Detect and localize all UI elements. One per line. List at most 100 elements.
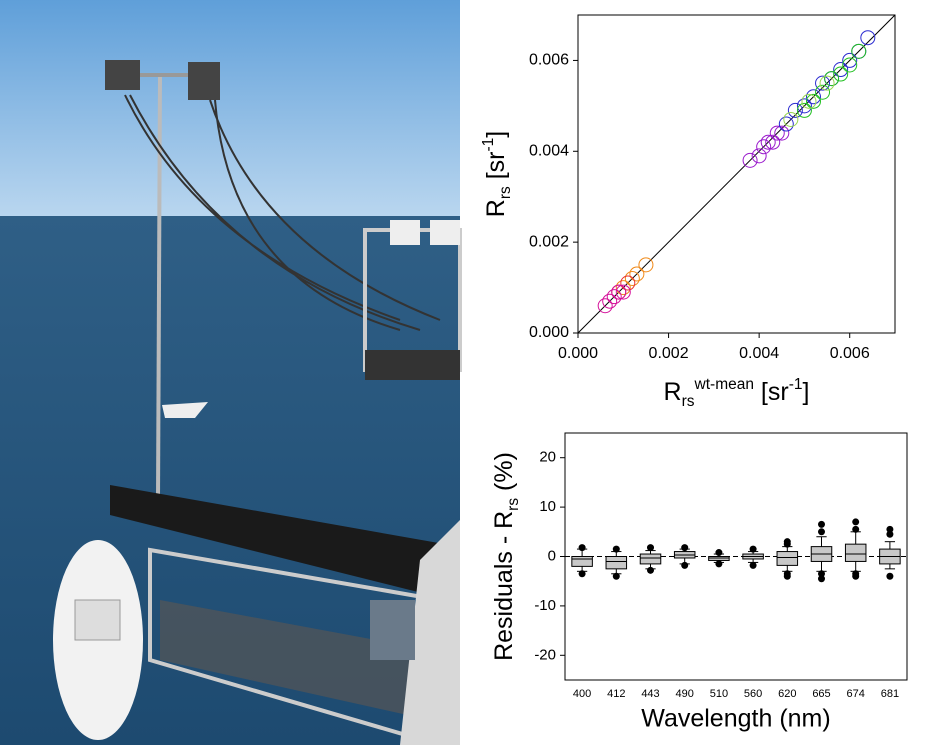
outlier — [647, 544, 654, 552]
x-tick-label: 412 — [607, 688, 625, 700]
y-tick-label: 0.000 — [529, 324, 569, 341]
axis-label-part: rs — [505, 498, 522, 511]
point — [833, 62, 849, 78]
point — [805, 89, 821, 105]
axis-label-part: -1 — [789, 376, 803, 393]
y-tick-label: 0.006 — [529, 52, 569, 69]
outlier — [715, 549, 723, 557]
identity-line — [577, 14, 896, 334]
point — [638, 257, 654, 273]
outlier — [852, 518, 860, 526]
point — [851, 43, 867, 59]
point — [787, 102, 803, 118]
point — [815, 84, 831, 100]
y-tick-label: -10 — [534, 597, 556, 614]
axis-label-part: rs — [497, 186, 514, 199]
point — [597, 298, 613, 314]
box — [844, 543, 867, 562]
box — [639, 553, 662, 565]
outlier — [818, 528, 825, 536]
y-tick-label: 20 — [539, 449, 556, 466]
outlier — [612, 545, 620, 553]
x-tick-label: 0.006 — [830, 345, 870, 362]
axis-label: Rrs [sr-1] — [480, 131, 514, 217]
point — [796, 98, 812, 114]
outlier — [783, 538, 791, 546]
box — [571, 556, 593, 567]
outlier — [715, 560, 723, 568]
point — [801, 93, 817, 109]
x-tick-label: 560 — [744, 688, 762, 700]
point — [774, 125, 790, 141]
point — [615, 280, 631, 296]
outlier — [818, 520, 825, 528]
outlier — [681, 544, 689, 552]
outlier — [783, 570, 791, 578]
point — [751, 148, 767, 164]
axis-label: Rrswt-mean [sr-1] — [664, 376, 810, 410]
axis-label-part: R — [664, 378, 682, 406]
x-tick-label: 681 — [881, 688, 899, 700]
point — [624, 270, 640, 286]
box — [605, 556, 628, 570]
axis-label: Wavelength (nm) — [641, 705, 830, 733]
point — [842, 57, 858, 73]
point — [629, 266, 645, 282]
x-tick-label: 665 — [812, 688, 830, 700]
point — [765, 134, 781, 150]
outlier — [852, 525, 860, 533]
point — [742, 152, 758, 168]
x-tick-label: 400 — [573, 688, 591, 700]
point — [796, 102, 812, 118]
point — [819, 75, 835, 91]
outlier — [886, 572, 894, 580]
y-tick-label: 10 — [539, 498, 556, 515]
point — [842, 52, 858, 68]
point — [615, 284, 631, 300]
point — [824, 71, 840, 87]
x-tick-label: 620 — [778, 688, 796, 700]
outlier — [578, 544, 586, 552]
axis-label-part: (%) — [490, 452, 518, 498]
point — [760, 134, 776, 150]
outlier — [886, 525, 894, 533]
outlier — [681, 561, 689, 569]
axis-label-part: ] — [482, 131, 510, 138]
outlier — [818, 575, 825, 583]
axis-label-part: Residuals - R — [490, 511, 518, 661]
y-tick-label: 0 — [548, 547, 556, 564]
axis-label-part: wt-mean — [694, 376, 754, 393]
outlier — [612, 572, 620, 580]
outlier — [818, 570, 825, 578]
x-tick-label: 510 — [710, 688, 728, 700]
point — [833, 66, 849, 82]
x-tick-label: 674 — [847, 688, 865, 700]
x-tick-label: 0.000 — [558, 345, 598, 362]
outlier — [578, 570, 586, 578]
point — [815, 75, 831, 91]
y-tick-label: -20 — [534, 646, 556, 663]
x-tick-label: 0.002 — [649, 345, 689, 362]
axis-label-part: [sr — [754, 378, 789, 406]
photo — [0, 0, 462, 745]
y-tick-label: 0.004 — [529, 143, 569, 160]
outlier — [886, 530, 894, 538]
point — [783, 111, 799, 127]
box — [776, 551, 799, 566]
axis-label-part: -1 — [480, 138, 497, 152]
point — [606, 289, 622, 305]
point — [756, 139, 772, 155]
point — [620, 275, 636, 291]
point — [769, 125, 785, 141]
outlier — [852, 570, 860, 578]
axis-label-part: rs — [682, 393, 695, 410]
axis-label-part: [sr — [482, 152, 510, 187]
y-tick-label: 0.002 — [529, 233, 569, 250]
x-tick-label: 443 — [641, 688, 659, 700]
point — [805, 93, 821, 109]
axis-label-part: ] — [802, 378, 809, 406]
axis-label: Residuals - Rrs (%) — [490, 452, 522, 661]
point — [602, 293, 618, 309]
plot-frame — [577, 14, 896, 334]
